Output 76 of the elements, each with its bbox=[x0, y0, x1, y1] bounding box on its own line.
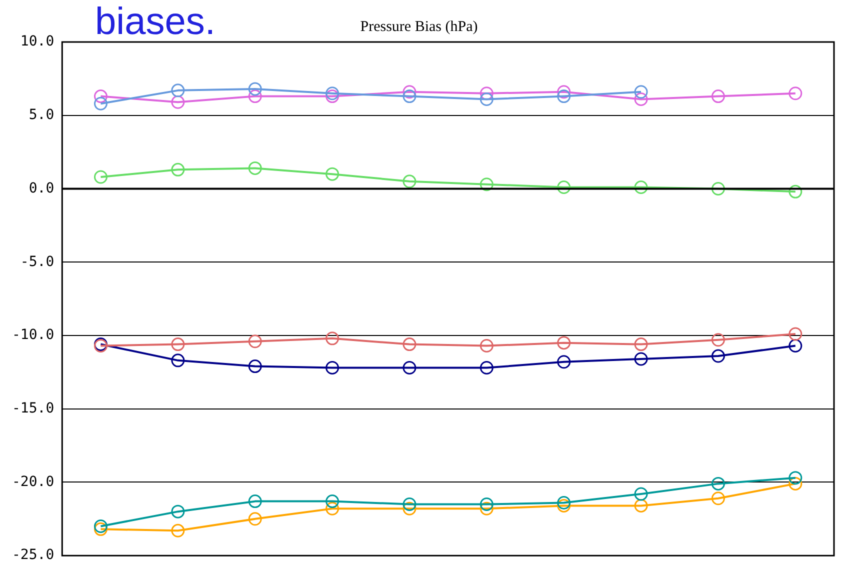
point bbox=[788, 327, 802, 341]
point bbox=[634, 338, 648, 352]
point bbox=[634, 92, 648, 106]
point bbox=[402, 497, 416, 511]
y-tick-label: -15.0 bbox=[12, 400, 54, 416]
y-tick-label: -10.0 bbox=[12, 327, 54, 344]
point bbox=[480, 178, 494, 192]
point bbox=[248, 494, 262, 508]
point bbox=[402, 502, 416, 516]
point bbox=[248, 360, 262, 374]
y-tick-label: -25.0 bbox=[12, 547, 54, 564]
point bbox=[248, 161, 262, 175]
point bbox=[634, 180, 648, 194]
y-tick-label: 0.0 bbox=[28, 180, 54, 196]
point bbox=[326, 90, 340, 104]
point bbox=[326, 332, 340, 346]
point bbox=[171, 84, 185, 98]
point bbox=[711, 182, 725, 196]
y-tick-label: -20.0 bbox=[12, 474, 54, 490]
y-tick-label: 10.0 bbox=[20, 34, 54, 50]
point bbox=[94, 520, 108, 533]
point bbox=[557, 496, 571, 510]
point bbox=[402, 174, 416, 188]
chart-title: Pressure Bias (hPa) bbox=[360, 18, 478, 35]
point bbox=[634, 352, 648, 366]
point bbox=[326, 502, 340, 516]
point bbox=[711, 333, 725, 347]
point bbox=[788, 339, 802, 353]
point bbox=[402, 90, 416, 104]
point bbox=[557, 336, 571, 350]
point bbox=[480, 361, 494, 375]
point bbox=[326, 361, 340, 375]
point bbox=[171, 504, 185, 518]
point bbox=[248, 334, 262, 348]
point bbox=[171, 95, 185, 109]
y-tick-label: 5.0 bbox=[28, 107, 54, 124]
point bbox=[402, 338, 416, 352]
point bbox=[634, 487, 648, 501]
point bbox=[326, 86, 340, 100]
point bbox=[711, 476, 725, 490]
point bbox=[171, 338, 185, 352]
point bbox=[326, 494, 340, 508]
point bbox=[480, 92, 494, 106]
point bbox=[711, 492, 725, 506]
annotation: biases. bbox=[95, 1, 216, 43]
point bbox=[248, 512, 262, 526]
point bbox=[711, 349, 725, 363]
point bbox=[557, 85, 571, 99]
point bbox=[248, 82, 262, 96]
point bbox=[94, 96, 108, 110]
point bbox=[402, 85, 416, 99]
point bbox=[94, 90, 108, 104]
point bbox=[480, 502, 494, 516]
point bbox=[634, 85, 648, 99]
y-tick-label: -5.0 bbox=[20, 254, 54, 270]
point bbox=[711, 90, 725, 104]
point bbox=[480, 86, 494, 100]
point bbox=[326, 167, 340, 181]
point bbox=[788, 471, 802, 485]
point bbox=[171, 162, 185, 176]
point bbox=[248, 90, 262, 104]
point bbox=[557, 498, 571, 512]
point bbox=[788, 184, 802, 198]
point bbox=[94, 522, 108, 536]
point bbox=[480, 339, 494, 353]
point bbox=[557, 355, 571, 369]
point bbox=[557, 180, 571, 194]
point bbox=[94, 170, 108, 184]
point bbox=[634, 498, 648, 512]
point bbox=[788, 86, 802, 100]
point bbox=[480, 497, 494, 511]
point bbox=[402, 361, 416, 375]
point bbox=[557, 90, 571, 104]
point bbox=[171, 354, 185, 368]
point bbox=[171, 524, 185, 538]
point bbox=[788, 476, 802, 490]
